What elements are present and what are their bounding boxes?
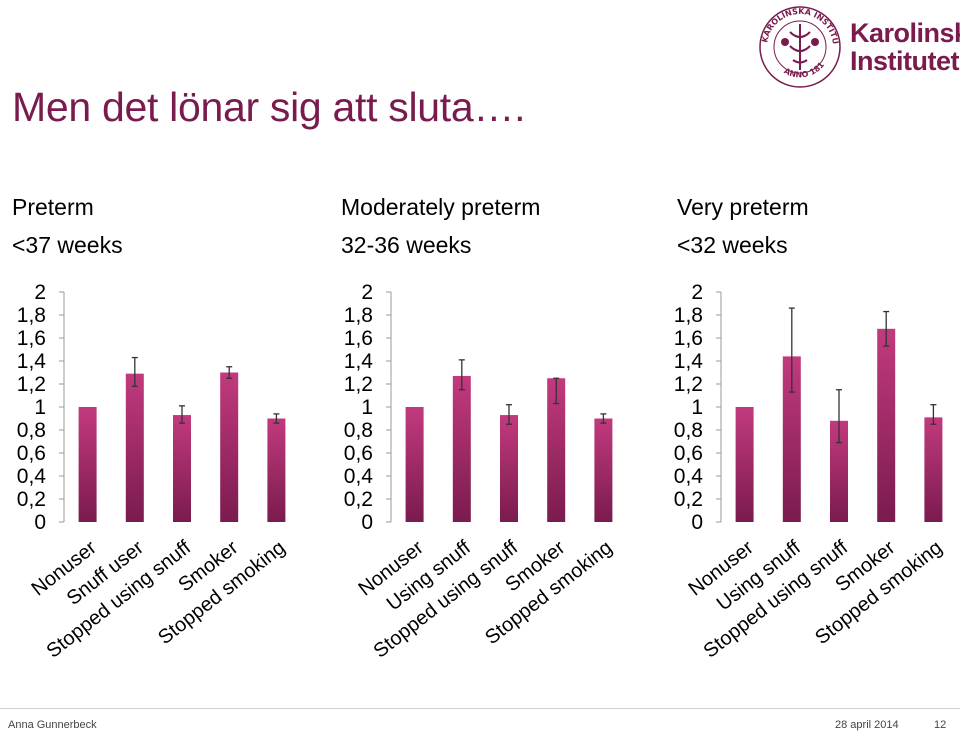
y-tick-label: 0,2 [674, 488, 703, 511]
y-tick-label: 0,8 [17, 419, 46, 442]
bar [877, 328, 896, 522]
panel-title: Very preterm [677, 194, 809, 220]
y-tick-label: 0,6 [17, 442, 46, 465]
panel-header-moderately-preterm: Moderately preterm 32-36 weeks [341, 194, 540, 269]
bar [547, 378, 566, 522]
bar [405, 407, 424, 522]
y-tick-label: 0,4 [17, 465, 47, 488]
footer: Anna Gunnerbeck 28 april 2014 12 [0, 708, 960, 741]
y-tick-label: 1,2 [674, 373, 703, 396]
svg-text:KAROLINSKA INSTITUTET: KAROLINSKA INSTITUTET [755, 2, 840, 45]
slide-title: Men det lönar sig att sluta…. [12, 84, 526, 130]
y-tick-label: 2 [691, 281, 703, 304]
y-tick-label: 1 [691, 396, 703, 419]
logo-line1: Karolinska [850, 18, 960, 48]
bar [782, 356, 801, 522]
bar [924, 417, 943, 522]
logo-line2: Institutet [850, 46, 960, 76]
chart-very-preterm: 00,20,40,60,811,21,41,61,82NonuserUsing … [674, 281, 947, 663]
y-tick-label: 0,6 [674, 442, 703, 465]
panel-title: Moderately preterm [341, 194, 541, 220]
y-tick-label: 1,4 [344, 350, 374, 373]
bar [500, 415, 518, 522]
y-tick-label: 0,4 [344, 465, 374, 488]
y-tick-label: 1,4 [674, 350, 704, 373]
bar [125, 373, 144, 522]
panel-subtitle: <37 weeks [12, 231, 123, 258]
chart-preterm: 00,20,40,60,811,21,41,61,82NonuserSnuff … [17, 281, 290, 663]
y-tick-label: 1,8 [674, 304, 703, 327]
y-tick-label: 1,6 [674, 327, 703, 350]
panel-subtitle: 32-36 weeks [341, 231, 472, 258]
y-tick-label: 1,6 [17, 327, 46, 350]
y-tick-label: 1,2 [344, 373, 373, 396]
y-tick-label: 0,2 [344, 488, 373, 511]
panel-header-preterm: Preterm <37 weeks [12, 194, 123, 269]
karolinska-logo: KAROLINSKA INSTITUTET ANNO 1810 Karolins… [752, 0, 960, 92]
y-tick-label: 0,2 [17, 488, 46, 511]
y-tick-label: 0 [691, 511, 703, 534]
y-tick-label: 1,8 [344, 304, 373, 327]
y-tick-label: 2 [34, 281, 46, 304]
y-tick-label: 1 [34, 396, 46, 419]
y-tick-label: 1 [361, 396, 373, 419]
karolinska-seal-icon: KAROLINSKA INSTITUTET ANNO 1810 [752, 0, 841, 88]
panel-header-very-preterm: Very preterm <32 weeks [677, 194, 809, 269]
bar [830, 420, 848, 522]
footer-page-number: 12 [934, 719, 947, 731]
chart-moderately-preterm: 00,20,40,60,811,21,41,61,82NonuserUsing … [344, 281, 617, 663]
bar [78, 407, 97, 522]
y-tick-label: 2 [361, 281, 373, 304]
panel-title: Preterm [12, 194, 94, 220]
y-tick-label: 0,4 [674, 465, 704, 488]
y-tick-label: 0,8 [344, 419, 373, 442]
footer-author: Anna Gunnerbeck [8, 719, 97, 731]
bar [267, 418, 286, 522]
bar [220, 372, 239, 522]
y-tick-label: 0 [361, 511, 373, 534]
footer-date: 28 april 2014 [835, 719, 899, 731]
bar [594, 418, 613, 522]
y-tick-label: 1,2 [17, 373, 46, 396]
bar [173, 415, 191, 522]
y-tick-label: 0,6 [344, 442, 373, 465]
bar [452, 375, 471, 522]
bar [735, 407, 754, 522]
y-tick-label: 1,4 [17, 350, 47, 373]
y-tick-label: 1,6 [344, 327, 373, 350]
y-tick-label: 1,8 [17, 304, 46, 327]
y-tick-label: 0,8 [674, 419, 703, 442]
y-tick-label: 0 [34, 511, 46, 534]
panel-subtitle: <32 weeks [677, 231, 788, 258]
